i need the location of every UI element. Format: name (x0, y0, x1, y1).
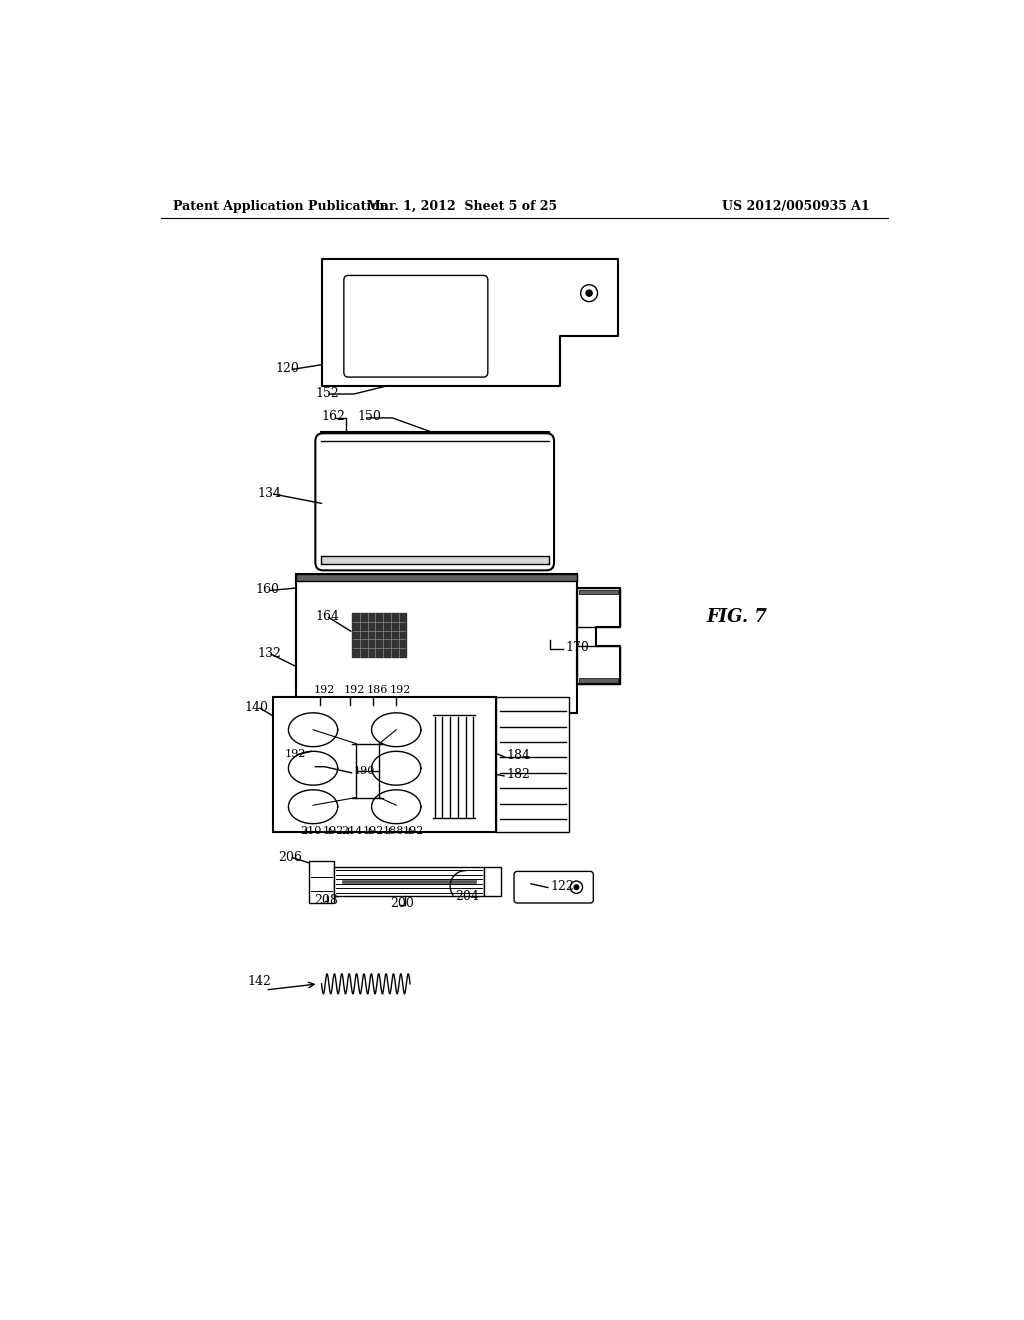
Text: 190: 190 (354, 767, 375, 776)
Text: 206: 206 (279, 850, 302, 863)
Text: 150: 150 (357, 411, 382, 424)
Bar (296, 574, 578, 713)
Bar (352, 612, 407, 657)
Bar (342, 880, 476, 883)
Text: 182: 182 (506, 768, 530, 781)
Bar (578, 589, 620, 627)
Bar (296, 574, 578, 581)
Polygon shape (322, 259, 617, 385)
Text: FIG. 7: FIG. 7 (707, 607, 767, 626)
Text: US 2012/0050935 A1: US 2012/0050935 A1 (722, 199, 869, 213)
Bar (334, 867, 484, 896)
Bar (273, 697, 497, 832)
Text: 170: 170 (565, 642, 590, 655)
Bar (309, 861, 334, 903)
Text: 164: 164 (315, 610, 339, 623)
Text: 208: 208 (313, 894, 338, 907)
Circle shape (574, 884, 579, 890)
Bar (497, 697, 569, 832)
Text: 160: 160 (255, 583, 280, 597)
Circle shape (581, 285, 598, 302)
Text: 204: 204 (456, 890, 479, 903)
Text: 192: 192 (390, 685, 412, 694)
Text: 120: 120 (275, 363, 299, 375)
Text: 192: 192 (285, 750, 306, 759)
Text: 140: 140 (245, 701, 268, 714)
Text: 134: 134 (258, 487, 282, 500)
Text: 192: 192 (323, 826, 344, 837)
FancyBboxPatch shape (315, 433, 554, 570)
Bar (484, 867, 501, 896)
Text: Mar. 1, 2012  Sheet 5 of 25: Mar. 1, 2012 Sheet 5 of 25 (367, 199, 557, 213)
FancyBboxPatch shape (344, 276, 487, 378)
FancyBboxPatch shape (514, 871, 593, 903)
Bar (578, 645, 620, 684)
Text: 200: 200 (390, 896, 414, 909)
Text: 192: 192 (364, 826, 384, 837)
Text: 184: 184 (506, 748, 530, 762)
Text: 188: 188 (382, 826, 403, 837)
Text: 122: 122 (550, 880, 574, 892)
Circle shape (586, 290, 592, 296)
Text: 142: 142 (248, 974, 271, 987)
Text: 192: 192 (403, 826, 425, 837)
Text: 162: 162 (322, 411, 345, 424)
Text: 152: 152 (315, 387, 339, 400)
Bar (579, 678, 617, 682)
Text: 192: 192 (313, 685, 335, 694)
Text: 132: 132 (258, 647, 282, 660)
Bar (321, 432, 549, 441)
Text: Patent Application Publication: Patent Application Publication (173, 199, 388, 213)
Circle shape (570, 880, 583, 894)
Text: 186: 186 (367, 685, 388, 694)
Text: 192: 192 (344, 685, 366, 694)
Bar (321, 557, 549, 564)
Bar (579, 590, 617, 594)
Text: 210: 210 (300, 826, 322, 837)
Text: 214: 214 (342, 826, 362, 837)
